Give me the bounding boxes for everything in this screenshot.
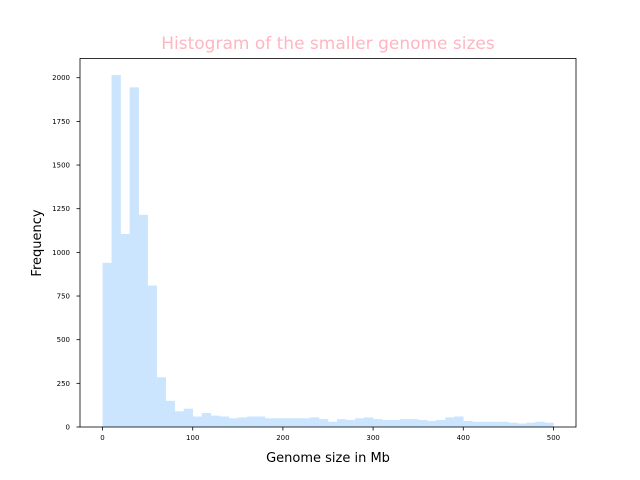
histogram-bar [445, 417, 455, 427]
histogram-bar [129, 87, 139, 428]
x-axis-ticks: 0 100 200 300 400 500 [100, 427, 560, 442]
histogram-bar [436, 420, 446, 427]
histogram-bar [355, 418, 365, 427]
histogram-bar [174, 411, 185, 427]
y-tick-label: 750 [57, 293, 70, 301]
histogram-bar [228, 418, 239, 427]
histogram-bar [463, 420, 473, 427]
histogram-bar [264, 418, 275, 427]
x-tick-label: 300 [366, 434, 379, 442]
histogram-bar [472, 421, 482, 427]
y-tick-label: 500 [57, 336, 70, 344]
histogram-bar [219, 416, 230, 427]
histogram-bar [418, 420, 428, 427]
histogram-bar [291, 418, 302, 427]
histogram-bar [165, 400, 175, 427]
y-tick-label: 1250 [52, 205, 70, 213]
histogram-bar [318, 419, 329, 427]
histogram-bar [147, 285, 157, 427]
y-tick-label: 1000 [52, 249, 70, 257]
histogram-bar [309, 417, 320, 427]
x-tick-label: 200 [276, 434, 289, 442]
histogram-bar [400, 419, 410, 427]
x-tick-label: 0 [100, 434, 104, 442]
chart-title: Histogram of the smaller genome sizes [161, 34, 495, 54]
histogram-bar [273, 418, 284, 427]
histogram-bar [373, 419, 383, 427]
histogram-bar [454, 416, 464, 427]
histogram-bar [517, 423, 527, 427]
histogram-bar [535, 421, 545, 427]
histogram-bar [192, 416, 203, 427]
histogram-bar [102, 262, 112, 427]
y-tick-label: 0 [66, 424, 70, 432]
histogram-bar [391, 420, 401, 427]
y-tick-label: 1500 [52, 162, 70, 170]
histogram-bar [490, 421, 500, 427]
histogram-bar [237, 417, 248, 427]
histogram-bar [481, 421, 491, 427]
histogram-bar [328, 421, 338, 427]
x-tick-label: 500 [547, 434, 560, 442]
histogram-bar [156, 377, 166, 427]
histogram-bar [544, 422, 554, 427]
histogram-bar [210, 415, 221, 427]
histogram-bar [138, 214, 148, 427]
y-axis-ticks: 0 250 500 750 1000 1250 1500 1750 2000 [52, 74, 80, 432]
y-tick-label: 250 [57, 380, 70, 388]
histogram-bar [246, 416, 257, 427]
y-tick-label: 1750 [52, 118, 70, 126]
histogram-bar [427, 420, 437, 427]
y-axis-label: Frequency [30, 209, 45, 276]
histogram-bar [111, 75, 121, 427]
histogram-bar [337, 419, 347, 427]
y-tick-label: 2000 [52, 74, 70, 82]
histogram-bar [499, 421, 509, 427]
histogram-bar [346, 420, 356, 427]
histogram-bar [120, 234, 130, 427]
histogram-bar [526, 422, 536, 427]
histogram-bar [300, 418, 311, 427]
histogram-bar [382, 420, 392, 427]
histogram-bar [409, 419, 419, 427]
x-axis-label: Genome size in Mb [266, 451, 390, 466]
x-tick-label: 400 [457, 434, 470, 442]
histogram-bar [508, 422, 518, 427]
plot-frame [79, 58, 577, 428]
x-tick-label: 100 [186, 434, 199, 442]
bars-group [102, 75, 554, 428]
histogram-bar [201, 413, 212, 427]
histogram-bar [364, 417, 374, 427]
histogram-bar [183, 408, 194, 427]
histogram-bar [282, 418, 293, 427]
histogram-bar [255, 416, 266, 427]
